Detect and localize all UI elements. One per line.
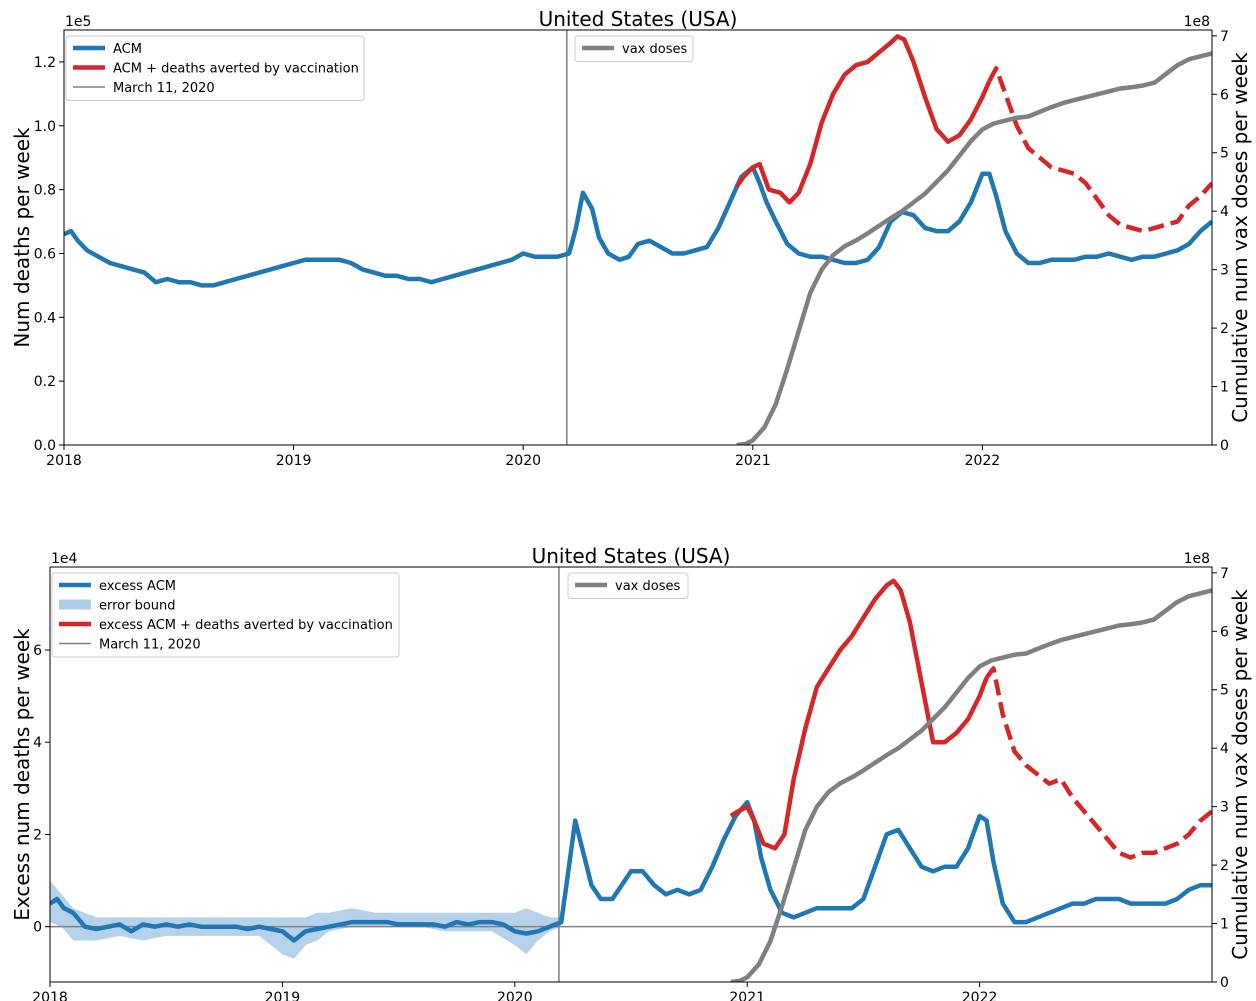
y-right-tick-label: 6: [1220, 624, 1229, 640]
legend-swatch: [59, 599, 91, 610]
x-tick-label: 2022: [965, 453, 1001, 469]
error-band: [50, 880, 562, 959]
y-left-tick-label: 0.4: [34, 310, 56, 326]
y-right-tick-label: 0: [1220, 975, 1229, 991]
y-right-tick-label: 5: [1220, 683, 1229, 699]
chart-title: United States (USA): [539, 7, 738, 31]
y-right-tick-label: 7: [1220, 29, 1229, 45]
legend-label: vax doses: [615, 579, 680, 594]
y-right-axis-label: Cumulative num vax doses per week: [1228, 52, 1252, 423]
y-right-tick-label: 4: [1220, 204, 1229, 220]
y-right-tick-label: 0: [1220, 438, 1229, 454]
x-tick-label: 2020: [505, 453, 541, 469]
y-left-axis-label: Excess num deaths per week: [10, 628, 34, 921]
x-tick-label: 2022: [962, 990, 998, 1001]
legend-frame: [65, 35, 365, 101]
left-axis-multiplier: 1e5: [65, 14, 91, 30]
legend-right: vax doses: [567, 572, 689, 599]
y-left-tick-label: 1.2: [34, 55, 56, 71]
legend-label: excess ACM: [99, 579, 176, 594]
legend-right: vax doses: [574, 35, 694, 62]
y-right-tick-label: 1: [1220, 380, 1229, 396]
y-right-tick-label: 2: [1220, 858, 1229, 874]
chart-bottom: United States (USA)2018 2019 2020 2021 20220…: [10, 544, 1252, 1001]
y-right-tick-label: 7: [1220, 566, 1229, 582]
legend-label: error bound: [99, 599, 176, 614]
x-tick-label: 2020: [497, 990, 533, 1001]
y-left-tick-label: 0.6: [34, 246, 56, 262]
y-right-tick-label: 3: [1220, 263, 1229, 279]
legend-frame: [567, 572, 689, 599]
y-right-tick-label: 6: [1220, 87, 1229, 103]
chart-top: United States (USA) 2018 2019 2020 2021 2022 0…: [10, 7, 1252, 469]
legend-left: excess ACM error bound excess ACM + deaths…: [51, 572, 400, 658]
y-left-tick-label: 0: [33, 920, 42, 936]
excess-acm-deaths-averted-by-vaccination-series-line: [729, 578, 989, 851]
y-left-tick-label: 4: [33, 735, 42, 751]
y-left-tick-label: 0.8: [34, 183, 56, 199]
legend-label: excess ACM + deaths averted by vaccinati…: [99, 618, 393, 633]
acm-series-line: [64, 165, 1212, 288]
x-tick-label: 2019: [265, 990, 301, 1001]
plot-frame: [49, 566, 1213, 983]
legend-label: ACM + deaths averted by vaccination: [113, 62, 359, 77]
y-left-tick-label: 1.0: [34, 119, 56, 135]
y-left-tick-label: 6: [33, 643, 42, 659]
acm-deaths-averted-by-vaccination-series-line: [734, 34, 992, 205]
legend-label: March 11, 2020: [113, 81, 215, 96]
y-right-tick-label: 3: [1220, 800, 1229, 816]
legend-label: ACM: [113, 42, 142, 57]
y-left-tick-label: 0.0: [34, 438, 56, 454]
legend-frame: [51, 572, 400, 658]
y-right-tick-label: 2: [1220, 321, 1229, 337]
left-axis-multiplier: 1e4: [51, 551, 78, 567]
legend-left: ACM ACM + deaths averted by vaccination Ma…: [65, 35, 365, 101]
projection-dashed-series-line: [987, 66, 1212, 234]
projection-dashed-series-line: [984, 666, 1212, 860]
legend-label: vax doses: [622, 42, 687, 57]
y-right-tick-label: 1: [1220, 917, 1229, 933]
plot-frame: [63, 29, 1213, 446]
vax-doses-series-line: [730, 588, 1212, 982]
chart-title: United States (USA): [532, 544, 731, 568]
y-right-tick-label: 5: [1220, 146, 1229, 162]
legend-frame: [574, 35, 694, 62]
y-right-axis-label: Cumulative num vax doses per week: [1228, 589, 1252, 960]
legend-label: March 11, 2020: [99, 638, 201, 653]
x-tick-label: 2018: [32, 990, 68, 1001]
x-tick-label: 2021: [729, 990, 765, 1001]
right-axis-multiplier: 1e8: [1184, 14, 1210, 30]
y-right-tick-label: 4: [1220, 741, 1229, 757]
x-tick-label: 2019: [276, 453, 312, 469]
x-tick-label: 2021: [735, 453, 771, 469]
y-left-tick-label: 2: [33, 827, 42, 843]
right-axis-multiplier: 1e8: [1184, 551, 1210, 567]
x-tick-label: 2018: [46, 453, 82, 469]
vax-doses-series-line: [736, 51, 1212, 445]
excess-acm-series-line: [50, 799, 1212, 943]
y-left-tick-label: 0.2: [34, 374, 56, 390]
y-left-axis-label: Num deaths per week: [10, 127, 34, 348]
